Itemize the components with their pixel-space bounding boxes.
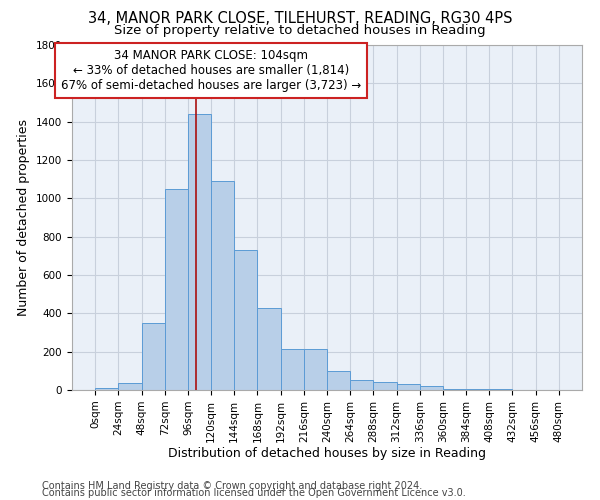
Text: Size of property relative to detached houses in Reading: Size of property relative to detached ho…	[114, 24, 486, 37]
Y-axis label: Number of detached properties: Number of detached properties	[17, 119, 31, 316]
Text: 34 MANOR PARK CLOSE: 104sqm
← 33% of detached houses are smaller (1,814)
67% of : 34 MANOR PARK CLOSE: 104sqm ← 33% of det…	[61, 49, 361, 92]
Bar	[165, 188, 188, 390]
Text: Contains public sector information licensed under the Open Government Licence v3: Contains public sector information licen…	[42, 488, 466, 498]
Text: Contains HM Land Registry data © Crown copyright and database right 2024.: Contains HM Land Registry data © Crown c…	[42, 481, 422, 491]
Bar	[443, 389, 466, 390]
Bar	[234, 250, 257, 390]
Bar	[350, 380, 373, 390]
Bar	[188, 114, 211, 390]
Bar	[489, 389, 512, 390]
Bar	[142, 323, 165, 390]
Bar	[211, 181, 234, 390]
Bar	[466, 389, 489, 390]
Bar	[397, 384, 420, 390]
Bar	[373, 382, 397, 390]
Bar	[281, 349, 304, 390]
Bar	[257, 308, 281, 390]
Bar	[304, 349, 327, 390]
Text: 34, MANOR PARK CLOSE, TILEHURST, READING, RG30 4PS: 34, MANOR PARK CLOSE, TILEHURST, READING…	[88, 11, 512, 26]
Bar	[327, 371, 350, 390]
Bar	[118, 384, 142, 390]
Bar	[95, 388, 118, 390]
Bar	[420, 386, 443, 390]
X-axis label: Distribution of detached houses by size in Reading: Distribution of detached houses by size …	[168, 448, 486, 460]
